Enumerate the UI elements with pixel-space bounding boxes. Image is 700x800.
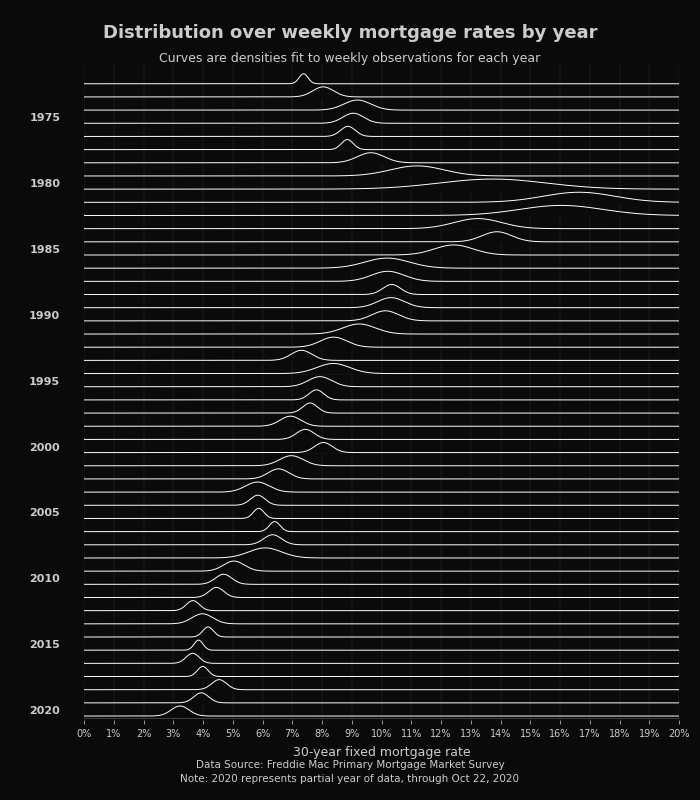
Text: 2000: 2000 [29, 442, 60, 453]
Text: 2005: 2005 [29, 509, 60, 518]
X-axis label: 30-year fixed mortgage rate: 30-year fixed mortgage rate [293, 746, 470, 759]
Text: 1975: 1975 [29, 114, 60, 123]
Text: 2015: 2015 [29, 640, 60, 650]
Text: Data Source: Freddie Mac Primary Mortgage Market Survey
Note: 2020 represents pa: Data Source: Freddie Mac Primary Mortgag… [181, 760, 519, 784]
Text: Distribution over weekly mortgage rates by year: Distribution over weekly mortgage rates … [103, 24, 597, 42]
Text: 1980: 1980 [29, 179, 60, 189]
Text: 1985: 1985 [29, 245, 60, 255]
Text: 2010: 2010 [29, 574, 60, 584]
Text: 1995: 1995 [29, 377, 60, 386]
Text: Curves are densities fit to weekly observations for each year: Curves are densities fit to weekly obser… [160, 52, 540, 65]
Text: 2020: 2020 [29, 706, 60, 716]
Text: 1990: 1990 [29, 311, 60, 321]
